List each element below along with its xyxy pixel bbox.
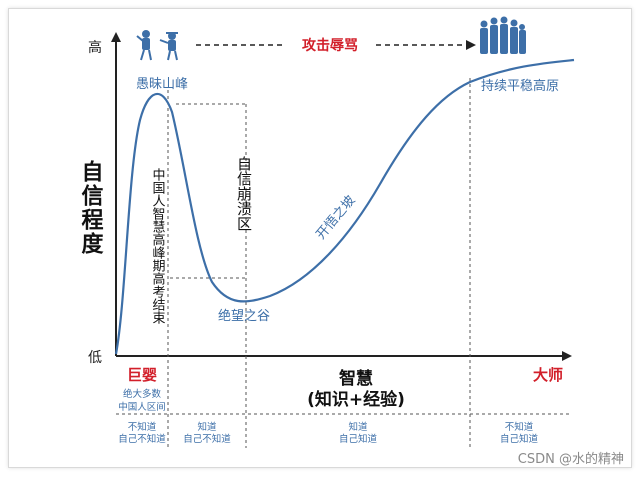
confidence-curve	[114, 58, 575, 355]
valley-label: 绝望之谷	[218, 308, 270, 324]
x-axis-arrow	[562, 351, 572, 361]
x-axis-title-line2: (知识+经验)	[307, 389, 405, 410]
y-axis-title: 自信程度	[78, 159, 104, 256]
crowd-icon	[480, 16, 526, 54]
table-cell-2-line2: 自己不知道	[183, 433, 231, 445]
gaokao-label: 中国人智慧高峰期高考结束	[150, 168, 166, 324]
confused-people-icon	[136, 30, 178, 61]
master-label: 大师	[533, 366, 563, 384]
y-axis-arrow	[111, 32, 121, 42]
giant-baby-note-2: 中国人区间	[118, 401, 166, 413]
giant-baby-note-1: 绝大多数	[123, 388, 162, 400]
peak-label: 愚昧山峰	[136, 77, 188, 92]
plateau-label: 持续平稳高原	[481, 78, 559, 94]
table-cell-3-line1: 知道	[348, 421, 368, 433]
table-cell-2-line1: 知道	[197, 421, 217, 433]
slope-label: 开悟之坡	[314, 193, 359, 242]
y-axis-high-label: 高	[88, 39, 102, 56]
watermark: CSDN @水的精神	[517, 452, 624, 467]
table-cell-1-line1: 不知道	[128, 421, 157, 433]
diagram-frame	[8, 8, 632, 468]
crash-zone-label: 自信崩溃区	[235, 156, 253, 231]
attack-arrow-head	[466, 40, 476, 50]
y-axis-low-label: 低	[88, 350, 102, 366]
giant-baby-label: 巨婴	[127, 366, 157, 384]
table-cell-3-line2: 自己知道	[339, 433, 378, 445]
x-axis-title-line1: 智慧	[339, 368, 373, 389]
table-cell-1-line2: 自己不知道	[118, 433, 166, 445]
attack-label: 攻击辱骂	[302, 37, 358, 54]
table-cell-4-line1: 不知道	[505, 421, 534, 433]
table-cell-4-line2: 自己知道	[500, 433, 539, 445]
